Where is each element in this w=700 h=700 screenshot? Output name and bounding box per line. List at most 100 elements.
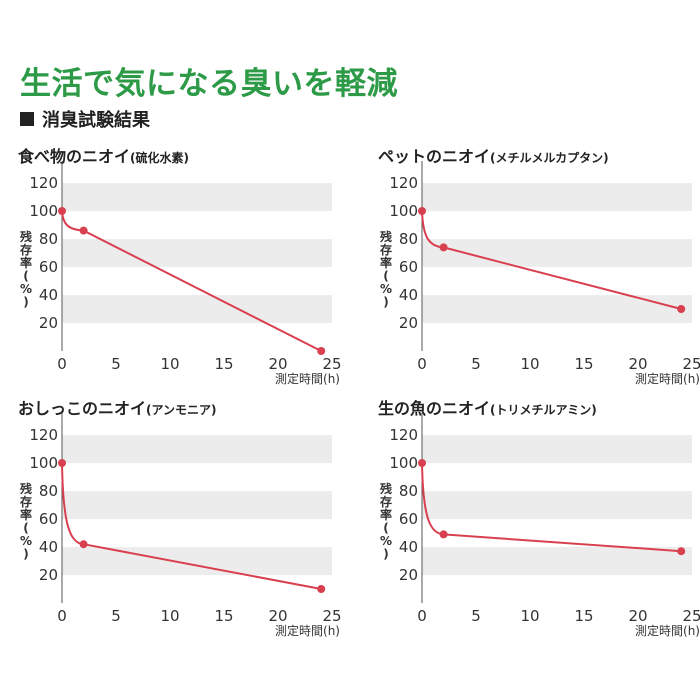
grid-band bbox=[422, 547, 692, 575]
data-point bbox=[677, 547, 686, 556]
data-point bbox=[317, 347, 326, 355]
y-tick-label: 100 bbox=[29, 454, 58, 472]
grid-band bbox=[62, 491, 332, 519]
chart-title-sub: (メチルメルカプタン) bbox=[490, 151, 609, 165]
y-axis-label-char: 残 bbox=[20, 229, 32, 244]
y-tick-label: 100 bbox=[29, 202, 58, 220]
grid-band bbox=[62, 435, 332, 463]
x-axis-label: 測定時間(h) bbox=[635, 371, 700, 386]
y-tick-label: 60 bbox=[39, 510, 58, 528]
y-tick-label: 120 bbox=[29, 174, 58, 192]
y-axis-label-char: ) bbox=[23, 295, 28, 309]
y-axis-label-char: 存 bbox=[19, 242, 32, 257]
x-tick-label: 25 bbox=[322, 607, 341, 625]
chart-title-main: 食べ物のニオイ bbox=[18, 147, 131, 166]
y-axis-label-char: ) bbox=[383, 547, 388, 561]
page-title: 生活で気になる臭いを軽減 bbox=[20, 66, 398, 102]
x-tick-label: 0 bbox=[417, 355, 427, 373]
y-axis-label-char: 残 bbox=[380, 229, 392, 244]
chart-fish-odor: 生の魚のニオイ(トリメチルアミン) 20 40 60 80 100 120 0 5 10 15 20… bbox=[378, 395, 700, 645]
y-axis-label-char: ) bbox=[23, 547, 28, 561]
y-tick-label: 80 bbox=[399, 482, 418, 500]
chart-food-odor: 食べ物のニオイ(硫化水素) 20 40 60 80 100 120 0 5 10 15 20 25 残存… bbox=[18, 143, 358, 393]
data-point bbox=[418, 207, 426, 215]
x-tick-label: 5 bbox=[471, 607, 481, 625]
x-tick-label: 0 bbox=[57, 355, 67, 373]
chart-title: 食べ物のニオイ(硫化水素) bbox=[18, 143, 189, 167]
x-tick-label: 20 bbox=[268, 607, 287, 625]
x-tick-label: 25 bbox=[682, 355, 700, 373]
grid-band bbox=[422, 435, 692, 463]
y-axis-label-char: ( bbox=[383, 521, 388, 535]
y-axis-label-char: % bbox=[380, 282, 392, 296]
x-axis-label: 測定時間(h) bbox=[275, 623, 340, 638]
y-axis-label-char: 存 bbox=[379, 494, 392, 509]
chart-title-sub: (アンモニア) bbox=[146, 403, 217, 417]
chart-svg: 20 40 60 80 100 120 0 5 10 15 20 25 残存率(%) 測定時間(h) bbox=[379, 413, 700, 638]
chart-title: おしっこのニオイ(アンモニア) bbox=[18, 395, 217, 419]
x-tick-label: 5 bbox=[111, 607, 121, 625]
y-tick-label: 100 bbox=[389, 454, 418, 472]
grid-band bbox=[62, 239, 332, 267]
y-tick-label: 60 bbox=[399, 258, 418, 276]
y-axis-label-char: 率 bbox=[380, 507, 392, 522]
y-tick-label: 120 bbox=[389, 426, 418, 444]
y-axis-label-char: ( bbox=[23, 521, 28, 535]
data-point bbox=[677, 305, 686, 313]
grid-band bbox=[422, 491, 692, 519]
data-point bbox=[439, 530, 448, 539]
chart-pet-odor: ペットのニオイ(メチルメルカプタン) 20 40 60 80 100 120 0 5 10 15 2… bbox=[378, 143, 700, 393]
x-tick-label: 10 bbox=[160, 607, 179, 625]
y-tick-label: 20 bbox=[399, 566, 418, 584]
chart-title-main: 生の魚のニオイ bbox=[378, 399, 491, 418]
square-bullet-icon bbox=[20, 112, 34, 126]
x-tick-label: 10 bbox=[520, 355, 539, 373]
chart-title-sub: (硫化水素) bbox=[130, 151, 189, 165]
y-tick-label: 20 bbox=[399, 314, 418, 332]
x-tick-label: 15 bbox=[574, 355, 593, 373]
x-axis-label: 測定時間(h) bbox=[635, 623, 700, 638]
data-point bbox=[418, 459, 426, 467]
grid-band bbox=[62, 295, 332, 323]
chart-svg: 20 40 60 80 100 120 0 5 10 15 20 25 残存率(%) 測定時間(h) bbox=[379, 161, 700, 386]
chart-svg: 20 40 60 80 100 120 0 5 10 15 20 25 残存率(%) 測定時間(h) bbox=[19, 413, 342, 638]
x-tick-label: 20 bbox=[628, 607, 647, 625]
series-line bbox=[61, 210, 322, 352]
x-tick-label: 15 bbox=[214, 607, 233, 625]
x-tick-label: 0 bbox=[57, 607, 67, 625]
x-tick-label: 25 bbox=[682, 607, 700, 625]
y-tick-label: 40 bbox=[399, 286, 418, 304]
section-heading-label: 消臭試験結果 bbox=[42, 110, 150, 131]
x-tick-label: 25 bbox=[322, 355, 341, 373]
y-tick-label: 20 bbox=[39, 314, 58, 332]
data-point bbox=[439, 243, 448, 252]
y-axis-label-char: % bbox=[20, 282, 32, 296]
y-tick-label: 120 bbox=[389, 174, 418, 192]
y-axis-label-char: 残 bbox=[20, 481, 32, 496]
chart-urine-odor: おしっこのニオイ(アンモニア) 20 40 60 80 100 120 0 5 10 15 20 25… bbox=[18, 395, 358, 645]
y-axis-label-char: 存 bbox=[19, 494, 32, 509]
chart-title: 生の魚のニオイ(トリメチルアミン) bbox=[378, 395, 597, 419]
chart-svg: 20 40 60 80 100 120 0 5 10 15 20 25 残存率(%) 測定時間(h) bbox=[19, 161, 342, 386]
y-axis-label-char: ( bbox=[383, 269, 388, 283]
grid-band bbox=[62, 547, 332, 575]
x-tick-label: 5 bbox=[111, 355, 121, 373]
grid-band bbox=[422, 183, 692, 211]
x-tick-label: 10 bbox=[520, 607, 539, 625]
y-axis-label-char: % bbox=[380, 534, 392, 548]
y-tick-label: 100 bbox=[389, 202, 418, 220]
y-axis-label-char: 率 bbox=[380, 255, 392, 270]
data-point bbox=[58, 459, 66, 467]
y-axis-label-char: 率 bbox=[20, 255, 32, 270]
y-axis-label-char: ( bbox=[23, 269, 28, 283]
x-tick-label: 0 bbox=[417, 607, 427, 625]
chart-title-main: おしっこのニオイ bbox=[18, 399, 147, 418]
data-point bbox=[317, 585, 326, 593]
y-tick-label: 40 bbox=[39, 286, 58, 304]
y-tick-label: 60 bbox=[39, 258, 58, 276]
y-tick-label: 20 bbox=[39, 566, 58, 584]
x-tick-label: 15 bbox=[214, 355, 233, 373]
y-axis-label-char: 率 bbox=[20, 507, 32, 522]
y-axis-label-char: % bbox=[20, 534, 32, 548]
x-tick-label: 20 bbox=[628, 355, 647, 373]
